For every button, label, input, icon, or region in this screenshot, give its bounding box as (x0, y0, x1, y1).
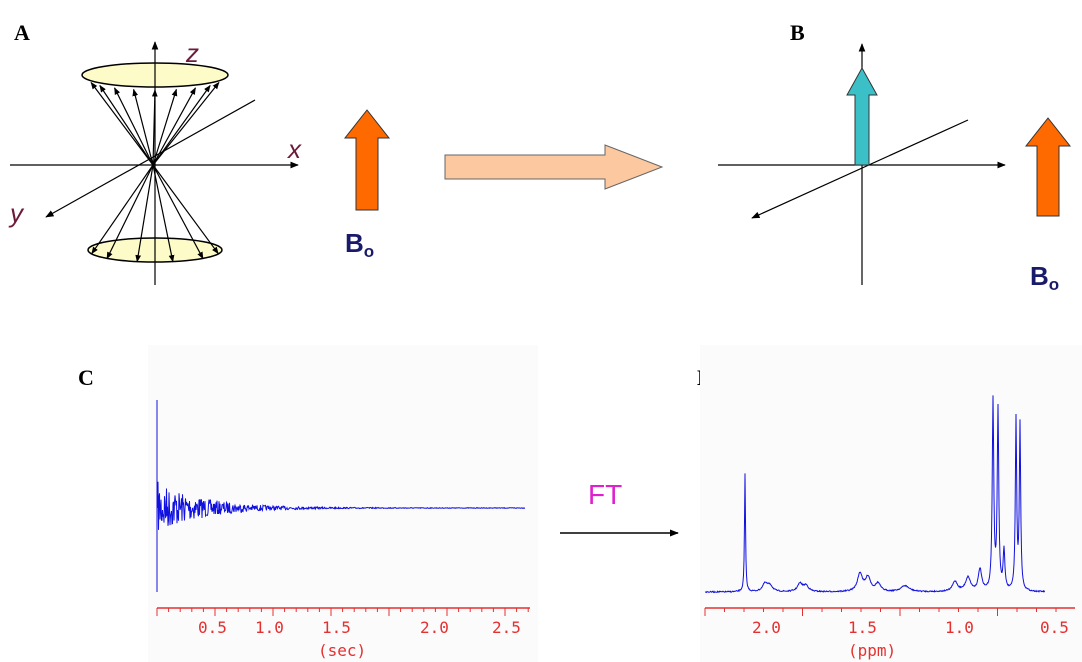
spin-vector (135, 164, 154, 263)
tick-label: 2.5 (492, 618, 521, 637)
field-subscript: o (1049, 275, 1059, 294)
panel-b: B Bo (718, 20, 1072, 294)
spectrum-trace (704, 395, 1045, 594)
spin-vector (91, 164, 154, 255)
y-axis (45, 99, 256, 218)
spin-vector (152, 164, 219, 255)
spin-vector (99, 84, 154, 166)
spin-vectors (90, 81, 220, 263)
transform-label: FT (588, 479, 622, 510)
spin-vector (114, 87, 154, 166)
field-arrow (343, 109, 391, 211)
tick-label: 1.0 (255, 618, 284, 637)
axis-unit: (ppm) (848, 641, 896, 660)
spin-vector (152, 81, 220, 166)
axis-unit: (sec) (318, 641, 366, 660)
field-label: Bo (1030, 261, 1059, 294)
net-magnetization (846, 66, 878, 166)
field-symbol: B (345, 228, 364, 258)
field-subscript: o (364, 242, 374, 261)
panel-label: A (14, 20, 30, 45)
axis-label: y (8, 198, 25, 228)
spin-vector (152, 164, 204, 260)
panel-label: C (78, 365, 94, 390)
plot-background (148, 345, 538, 662)
field-symbol: B (1030, 261, 1049, 291)
spin-vector (152, 88, 178, 166)
spin-vector (90, 81, 154, 166)
process-arrow (444, 144, 664, 190)
axis-label: x (286, 134, 302, 164)
spin-vector (106, 164, 154, 260)
spin-vector (132, 88, 154, 166)
ppm-axis (704, 607, 1075, 616)
tick-label: 1.5 (322, 618, 351, 637)
panel-label: B (790, 20, 805, 45)
panel-d: D 2.0 1.5 1.0 0.5 (ppm) (697, 345, 1082, 662)
axis-label: z (185, 38, 199, 68)
plot-background (700, 345, 1082, 662)
spin-vector (152, 87, 196, 166)
y-axis (751, 119, 969, 219)
panel-c: C 0.5 1.0 1.5 2.0 2.5 (sec) (78, 345, 538, 662)
field-arrow (1024, 117, 1072, 217)
tick-label: 1.5 (848, 618, 877, 637)
spin-vector (152, 164, 175, 263)
spin-vector (152, 84, 211, 166)
tick-label: 0.5 (1040, 618, 1069, 637)
tick-label: 0.5 (198, 618, 227, 637)
tick-label: 1.0 (945, 618, 974, 637)
time-axis (156, 607, 530, 616)
fid-trace (156, 400, 525, 592)
tick-label: 2.0 (752, 618, 781, 637)
field-label: Bo (345, 228, 374, 261)
panel-a: A z x y Bo (8, 20, 391, 285)
tick-label: 2.0 (420, 618, 449, 637)
